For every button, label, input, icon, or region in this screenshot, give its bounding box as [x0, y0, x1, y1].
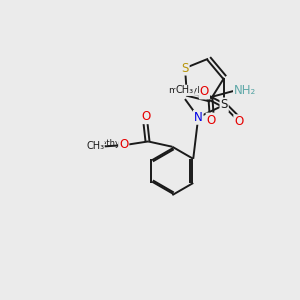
Text: methyl: methyl	[169, 86, 200, 95]
Text: NH₂: NH₂	[234, 83, 256, 97]
Text: methyl: methyl	[93, 140, 122, 148]
Text: O: O	[141, 110, 151, 123]
Text: S: S	[220, 98, 228, 111]
Text: CH₃: CH₃	[176, 85, 194, 95]
Text: O: O	[207, 113, 216, 127]
Text: O: O	[119, 139, 128, 152]
Text: O: O	[234, 115, 244, 128]
Text: CH₃: CH₃	[86, 142, 104, 152]
Text: N: N	[194, 111, 203, 124]
Text: S: S	[181, 61, 189, 75]
Text: O: O	[200, 85, 209, 98]
